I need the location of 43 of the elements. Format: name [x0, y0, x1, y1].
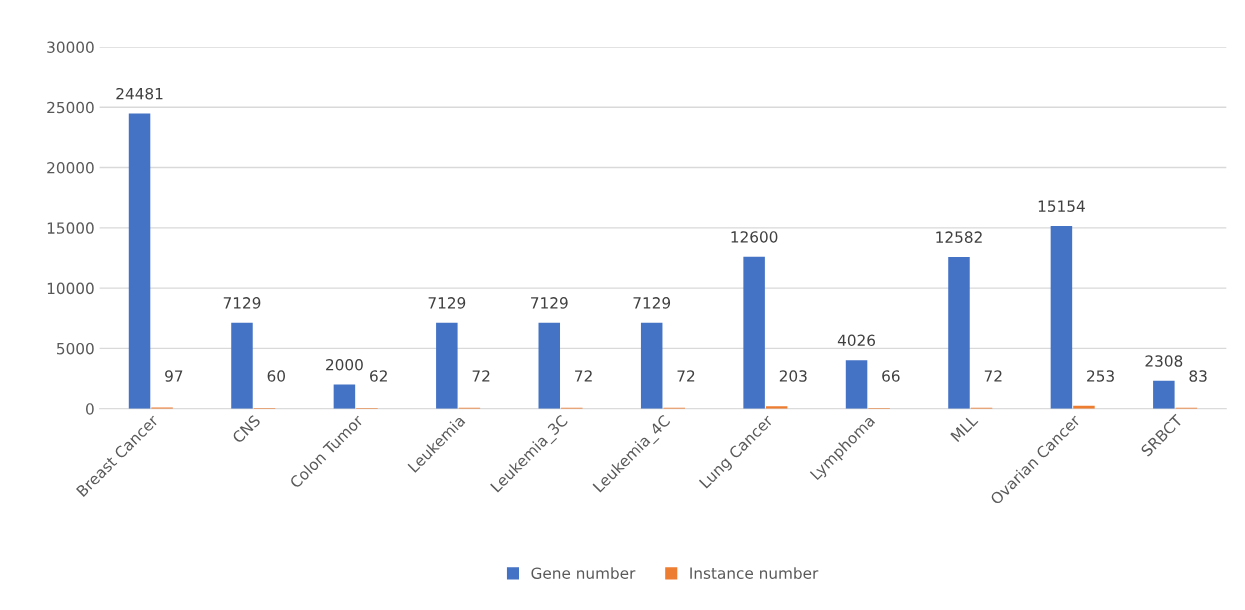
- bar: [845, 360, 868, 409]
- data-label: 2308: [1145, 355, 1183, 367]
- bar: [538, 322, 561, 409]
- data-label: 72: [472, 370, 490, 382]
- bar: [640, 322, 663, 409]
- data-label: 7129: [531, 297, 568, 309]
- data-label: 72: [677, 370, 695, 382]
- data-label: 7129: [633, 297, 671, 309]
- bar: [1050, 225, 1073, 409]
- x-tick-label: MLL: [950, 413, 979, 443]
- data-label: 97: [165, 370, 183, 382]
- data-label: 2000: [326, 358, 363, 371]
- data-label: 12600: [731, 231, 778, 243]
- y-tick-label: 10000: [47, 282, 94, 295]
- y-tick-label: 0: [86, 403, 94, 415]
- bar: [1153, 380, 1175, 409]
- data-label: 66: [882, 370, 900, 382]
- y-tick-label: 5000: [57, 342, 94, 355]
- bar: [333, 384, 356, 409]
- data-label: 72: [575, 370, 592, 382]
- legend-label: Gene number: [531, 567, 636, 579]
- data-label: 24481: [116, 87, 163, 100]
- data-label: 253: [1087, 370, 1114, 382]
- y-tick-label: 15000: [47, 222, 94, 234]
- bar: [231, 322, 253, 409]
- bar: [436, 322, 458, 409]
- data-label: 203: [779, 370, 807, 382]
- data-label: 7129: [223, 297, 261, 309]
- bar: [948, 256, 970, 409]
- data-label: 4026: [837, 334, 876, 347]
- data-label: 7129: [428, 297, 466, 309]
- data-label: 72: [984, 370, 1002, 382]
- data-label: 60: [267, 370, 285, 382]
- y-tick-label: 20000: [47, 162, 94, 174]
- data-label: 83: [1189, 370, 1207, 382]
- legend-label: Instance number: [690, 567, 819, 579]
- bar: [743, 256, 765, 409]
- data-label: 12582: [936, 231, 982, 243]
- data-label: 62: [370, 370, 387, 382]
- y-tick-label: 25000: [47, 101, 94, 114]
- y-tick-label: 30000: [47, 41, 94, 53]
- data-label: 15154: [1038, 200, 1085, 212]
- bar: [128, 113, 151, 409]
